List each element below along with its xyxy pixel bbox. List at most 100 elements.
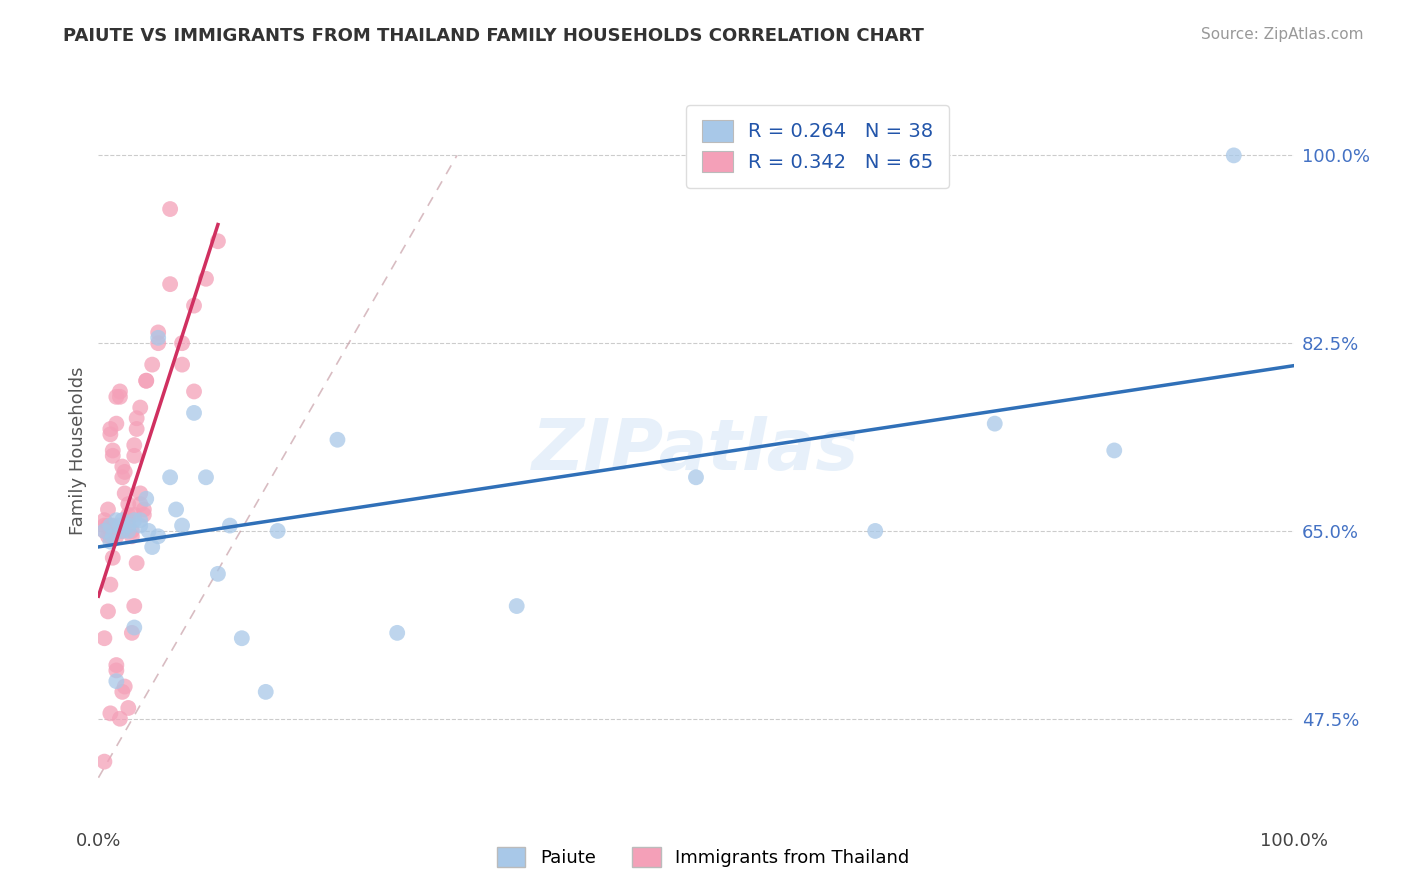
Point xyxy=(98,706,122,721)
Point xyxy=(105,417,128,431)
Point xyxy=(195,470,218,484)
Point xyxy=(1223,148,1246,162)
Point xyxy=(172,518,194,533)
Point xyxy=(124,449,146,463)
Point xyxy=(326,433,349,447)
Point xyxy=(135,491,157,506)
Point xyxy=(108,384,131,399)
Point xyxy=(124,620,146,634)
Point xyxy=(148,529,170,543)
Point xyxy=(108,390,131,404)
Point xyxy=(125,422,148,436)
Point xyxy=(101,449,124,463)
Point xyxy=(98,577,122,591)
Point xyxy=(97,529,120,543)
Point xyxy=(114,680,136,694)
Point xyxy=(129,401,152,415)
Point xyxy=(141,358,163,372)
Point xyxy=(132,508,155,522)
Point xyxy=(105,529,128,543)
Point xyxy=(132,502,155,516)
Point xyxy=(105,658,128,673)
Point xyxy=(129,486,152,500)
Point xyxy=(101,529,124,543)
Point xyxy=(98,518,122,533)
Point xyxy=(111,513,134,527)
Point xyxy=(138,524,160,538)
Point xyxy=(129,497,152,511)
Point xyxy=(984,417,1007,431)
Point xyxy=(97,502,120,516)
Point xyxy=(121,524,143,538)
Point xyxy=(105,674,128,689)
Point xyxy=(125,556,148,570)
Point xyxy=(117,497,139,511)
Point xyxy=(148,326,170,340)
Point xyxy=(97,518,120,533)
Point xyxy=(93,632,115,646)
Point xyxy=(183,406,205,420)
Point xyxy=(93,513,115,527)
Point xyxy=(108,712,131,726)
Point xyxy=(159,470,181,484)
Point xyxy=(101,518,124,533)
Point xyxy=(111,524,134,538)
Point xyxy=(207,566,229,581)
Point xyxy=(114,486,136,500)
Point xyxy=(98,534,122,549)
Point xyxy=(124,599,146,613)
Point xyxy=(685,470,707,484)
Point xyxy=(93,755,115,769)
Point xyxy=(506,599,529,613)
Point xyxy=(93,524,115,538)
Point xyxy=(148,331,170,345)
Point xyxy=(98,529,122,543)
Point xyxy=(111,470,134,484)
Point xyxy=(93,524,115,538)
Point xyxy=(219,518,242,533)
Point xyxy=(172,358,194,372)
Point xyxy=(93,518,115,533)
Point xyxy=(129,518,152,533)
Text: PAIUTE VS IMMIGRANTS FROM THAILAND FAMILY HOUSEHOLDS CORRELATION CHART: PAIUTE VS IMMIGRANTS FROM THAILAND FAMIL… xyxy=(63,27,924,45)
Point xyxy=(124,513,146,527)
Point xyxy=(135,374,157,388)
Text: ZIPatlas: ZIPatlas xyxy=(533,416,859,485)
Point xyxy=(231,632,253,646)
Point xyxy=(121,529,143,543)
Point xyxy=(101,443,124,458)
Point xyxy=(125,411,148,425)
Point xyxy=(124,438,146,452)
Y-axis label: Family Households: Family Households xyxy=(69,367,87,534)
Point xyxy=(117,508,139,522)
Point xyxy=(108,518,131,533)
Point xyxy=(105,390,128,404)
Point xyxy=(105,513,128,527)
Point xyxy=(267,524,290,538)
Point xyxy=(172,336,194,351)
Point xyxy=(254,685,277,699)
Point xyxy=(165,502,187,516)
Point xyxy=(117,518,139,533)
Point xyxy=(865,524,887,538)
Point xyxy=(148,336,170,351)
Point xyxy=(207,234,229,248)
Point xyxy=(111,685,134,699)
Point xyxy=(117,701,139,715)
Point xyxy=(117,513,139,527)
Point xyxy=(98,427,122,442)
Point xyxy=(141,540,163,554)
Point xyxy=(183,384,205,399)
Point xyxy=(385,625,409,640)
Point xyxy=(129,513,152,527)
Point xyxy=(135,374,157,388)
Point xyxy=(101,550,124,565)
Point xyxy=(159,277,181,292)
Point xyxy=(111,524,134,538)
Point xyxy=(124,508,146,522)
Legend: Paiute, Immigrants from Thailand: Paiute, Immigrants from Thailand xyxy=(488,838,918,876)
Point xyxy=(195,272,218,286)
Point xyxy=(183,299,205,313)
Text: Source: ZipAtlas.com: Source: ZipAtlas.com xyxy=(1201,27,1364,42)
Point xyxy=(98,422,122,436)
